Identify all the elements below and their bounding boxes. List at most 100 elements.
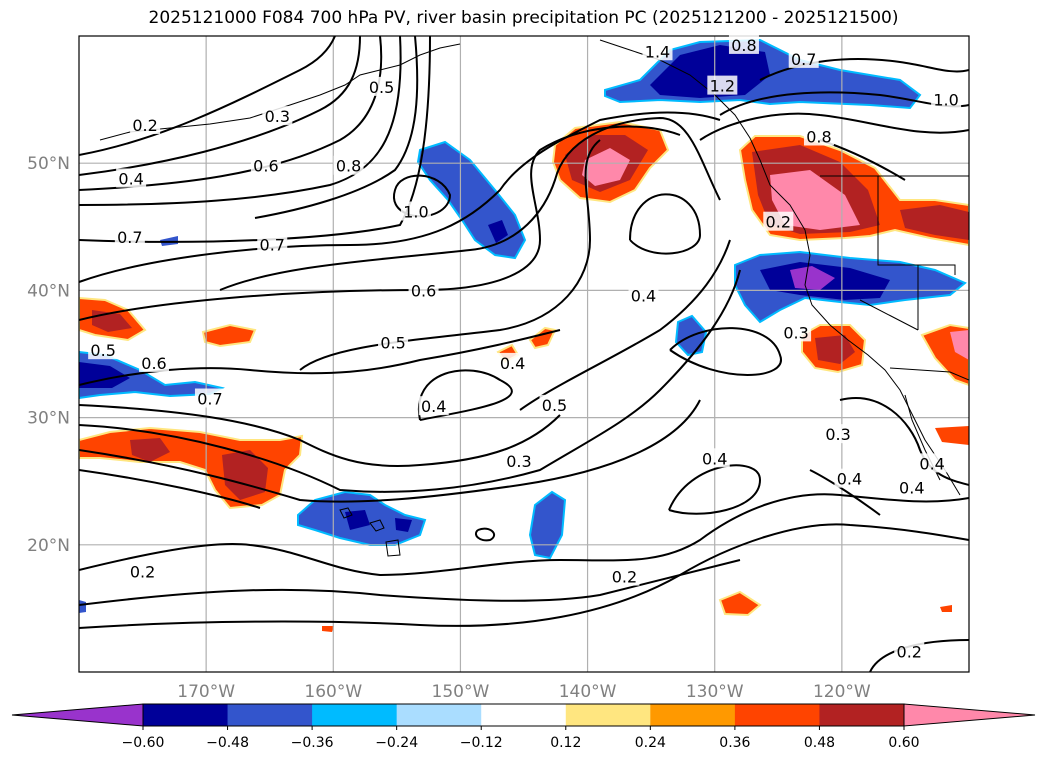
border-us-mexico (889, 367, 969, 381)
contour-label-bg (378, 332, 409, 352)
contour-label: 0.6 (141, 354, 166, 373)
pos-region-npac-peak (582, 148, 630, 186)
colorbar-tick-label: 0.60 (888, 735, 919, 751)
contour-label: 0.2 (130, 563, 155, 582)
contour-label-bg (250, 155, 281, 175)
contour-label: 0.5 (542, 396, 567, 415)
contour-label: 0.4 (919, 454, 944, 473)
contour-line (79, 36, 402, 206)
contour-label: 0.5 (90, 341, 115, 360)
contour-line (79, 125, 681, 321)
contour-label-bg (699, 448, 730, 468)
contour-label: 0.5 (380, 334, 405, 353)
contour-line (299, 139, 601, 371)
contour-label: 0.3 (825, 425, 850, 444)
colorbar-tick-label: −0.60 (122, 735, 165, 751)
neg-region-edge (79, 600, 86, 613)
contour-line (474, 527, 496, 542)
contour-line (79, 36, 361, 176)
contour-label-bg (628, 285, 659, 305)
contour-label-bg (88, 340, 119, 360)
lon-tick-label: 140°W (559, 682, 617, 702)
contour-label: 0.7 (117, 228, 142, 247)
contour-label-bg (400, 201, 431, 221)
contour-label-bg (642, 41, 673, 61)
contour-label: 0.4 (631, 286, 656, 305)
map-title: 2025121000 F084 700 hPa PV, river basin … (148, 8, 899, 28)
contour-line (417, 369, 513, 421)
coastline-alaska (99, 43, 461, 141)
contour-label-bg (788, 48, 819, 68)
contour-line (79, 523, 969, 629)
colorbar-segment (819, 704, 905, 726)
contour-label-bg (539, 394, 570, 414)
contour-line (519, 239, 731, 411)
colorbar-segment (396, 704, 482, 726)
contour-label: 0.4 (500, 354, 525, 373)
contour-line (668, 464, 762, 515)
border-states (859, 176, 956, 331)
contour-label: 0.8 (336, 157, 361, 176)
contour-label-bg (931, 89, 962, 109)
contour-label-bg (917, 453, 948, 473)
contour-label: 0.4 (421, 397, 446, 416)
contour-label-bg (894, 641, 925, 661)
contour-line (79, 36, 336, 156)
colorbar-segment (481, 704, 567, 726)
contour-label: 0.8 (806, 127, 831, 146)
pos-region-idaho (900, 205, 969, 240)
contour-line (629, 193, 702, 255)
colorbar-segment (227, 704, 313, 726)
colorbar-tick-label: −0.36 (291, 735, 334, 751)
neg-region-calif-peak (790, 266, 835, 290)
contour-line (699, 112, 969, 141)
lon-tick-label: 160°W (304, 682, 362, 702)
pos-region-small1 (201, 323, 257, 348)
colorbar-tick-label: 0.36 (719, 735, 750, 751)
contour-label: 0.3 (506, 452, 531, 471)
contour-label: 0.4 (837, 470, 862, 489)
contour-line (79, 493, 969, 577)
neg-region-subtrop2 (528, 490, 567, 560)
neg-region-gulf-core (488, 220, 508, 243)
contour-label: 1.0 (933, 91, 958, 110)
contour-label-bg (707, 75, 738, 95)
contour-line (392, 174, 452, 218)
lat-tick-label: 20°N (27, 536, 70, 556)
contour-line (669, 327, 782, 376)
contour-label-bg (333, 155, 364, 175)
contour-label: 0.2 (897, 643, 922, 662)
colorbar: −0.60 −0.48 −0.36 −0.24 −0.12 0.12 0.24 0.36 0.4… (11, 703, 1036, 751)
colorbar-tick-label: 0.48 (804, 735, 835, 751)
contour-label: 1.0 (403, 203, 428, 222)
colorbar-frame (142, 703, 905, 727)
colorbar-segment (143, 704, 229, 726)
contour-label-bg (497, 352, 528, 372)
colorbar-tick-label: 0.24 (635, 735, 666, 751)
contour-label-bg (408, 280, 439, 300)
colorbar-segment (312, 704, 398, 726)
pos-region-mexico (935, 426, 969, 445)
contour-label: 1.2 (710, 77, 735, 96)
contour-label-bg (503, 450, 534, 470)
contour-label-bg (823, 424, 854, 444)
contour-label: 0.3 (265, 107, 290, 126)
contour-label-bg (763, 211, 794, 231)
contour-label: 0.7 (260, 236, 285, 255)
pos-region-small4 (718, 590, 762, 617)
pos-region-small6 (322, 626, 334, 632)
lon-tick-label: 170°W (177, 682, 235, 702)
contour-label-bg (257, 234, 288, 254)
colorbar-tick-label: −0.12 (460, 735, 503, 751)
pos-region-sw-core (815, 335, 855, 364)
contour-line (79, 111, 721, 283)
pv-contours (79, 36, 969, 672)
coastline-us-west (804, 254, 961, 496)
contour-label: 0.2 (766, 213, 791, 232)
colorbar-extend-high (903, 703, 1036, 727)
contour-label: 0.3 (783, 323, 808, 342)
contour-label-bg (609, 566, 640, 586)
contour-label-bg (781, 322, 812, 342)
contour-line (79, 36, 431, 243)
